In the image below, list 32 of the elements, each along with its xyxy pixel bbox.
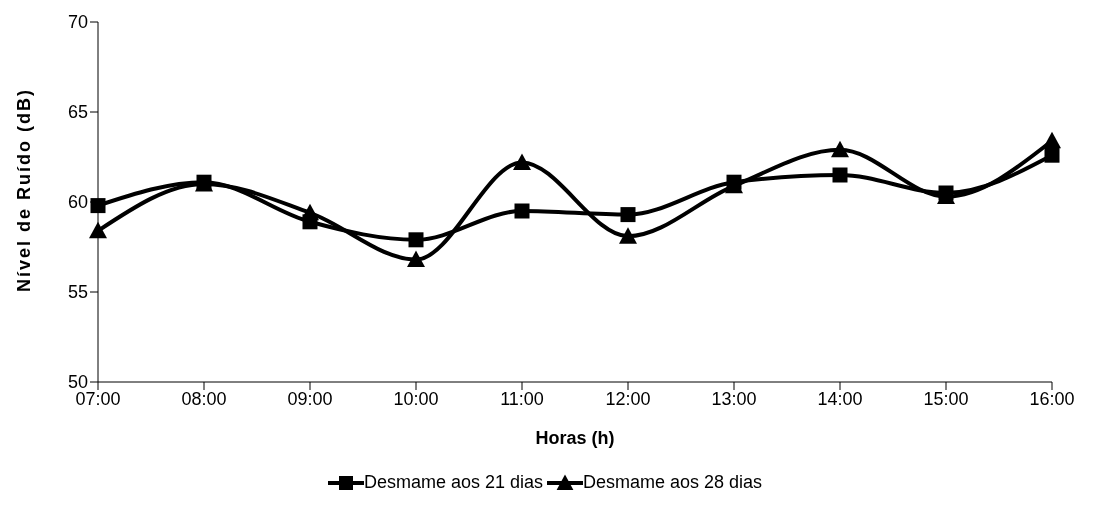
point — [302, 214, 318, 230]
point — [408, 232, 424, 248]
point — [619, 227, 637, 244]
point — [832, 167, 848, 183]
x-tick-label: 11:00 — [500, 388, 544, 409]
point — [90, 198, 106, 214]
point — [513, 153, 531, 170]
legend-label: Desmame aos 28 dias — [583, 472, 763, 493]
x-axis-title: Horas (h) — [535, 428, 615, 448]
y-tick-label: 70 — [67, 12, 88, 33]
x-tick-label: 08:00 — [181, 388, 227, 409]
x-tick-label: 10:00 — [393, 388, 439, 409]
y-tick-label: 65 — [67, 102, 88, 123]
x-tick-label: 14:00 — [817, 388, 863, 409]
y-tick-label: 60 — [67, 192, 88, 213]
x-tick-label: 15:00 — [923, 388, 969, 409]
legend-label: Desmame aos 21 dias — [363, 472, 543, 493]
x-tick-label: 09:00 — [287, 388, 333, 409]
point — [407, 250, 425, 268]
x-tick-label: 12:00 — [605, 388, 651, 409]
point — [89, 221, 107, 239]
y-tick-label: 55 — [67, 282, 88, 303]
point — [620, 207, 636, 223]
point — [1044, 147, 1060, 163]
x-tick-label: 16:00 — [1029, 388, 1075, 409]
y-axis-title: Nível de Ruído (dB) — [14, 88, 35, 292]
point — [726, 174, 742, 190]
x-tick-label: 13:00 — [711, 388, 757, 409]
point — [938, 185, 954, 201]
point — [1043, 131, 1061, 149]
point — [831, 140, 849, 158]
point — [514, 203, 530, 219]
